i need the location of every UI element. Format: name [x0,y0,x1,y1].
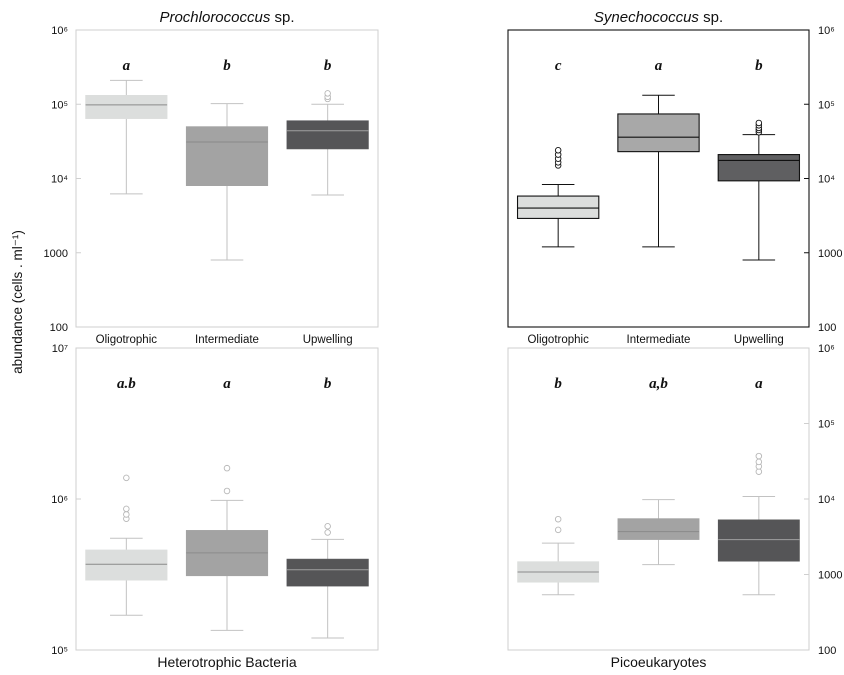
outlier-point [755,119,763,127]
box-iqr [717,519,800,562]
y-tick-label: 100 [50,322,68,334]
chart-panel-2: 100 1000 10⁴ 10⁵ 10⁶ Synechococcus sp. c Oligot… [507,9,842,346]
outlier-point [324,90,331,97]
box-3: b Upwelling [717,58,801,346]
outlier-point [554,526,562,534]
outlier-point [123,474,130,482]
y-tick-label: 10⁴ [818,494,835,506]
outlier-point [123,511,130,518]
significance-letter: b [755,58,763,74]
outlier-point [324,522,331,530]
significance-letter: a [223,376,231,392]
box-1: a Oligotrophic [85,58,168,346]
box-iqr [516,195,600,219]
box-iqr [286,120,369,150]
box-3: b [286,376,369,639]
y-tick-label: 10⁵ [51,645,68,657]
panels: 100 1000 10⁴ 10⁵ 10⁶ Prochlorococcus sp. a Olig… [44,9,843,670]
outlier-point [324,529,331,536]
box-iqr [85,549,168,581]
box-1: c Oligotrophic [516,58,600,346]
chart-panel-4: 100 1000 10⁴ 10⁵ 10⁶ Picoeukaryotes b a,b a [507,343,842,670]
outlier-point [554,147,562,154]
y-tick-label: 100 [818,322,836,334]
x-axis-label: Picoeukaryotes [611,654,707,670]
outlier-point [755,468,763,475]
y-tick-label: 100 [818,645,836,657]
significance-letter: a [123,58,131,74]
outlier-point [755,458,763,466]
significance-letter: a,b [649,376,668,392]
box-iqr [85,94,168,119]
y-tick-label: 10⁶ [51,494,68,506]
box-iqr [717,154,801,182]
outlier-point [123,505,130,513]
outlier-point [554,515,562,523]
category-label: Intermediate [195,334,259,346]
significance-letter: b [324,376,332,392]
y-tick-label: 1000 [44,248,68,260]
box-2: a [185,376,269,631]
y-tick-label: 10⁶ [818,343,835,355]
y-tick-label: 10⁴ [818,174,835,186]
category-label: Upwelling [734,334,784,346]
category-label: Upwelling [303,334,353,346]
plot-frame [507,347,810,651]
category-label: Oligotrophic [527,334,589,346]
box-2: a Intermediate [617,58,700,346]
box-2: b Intermediate [185,58,269,346]
outlier-point [755,452,763,460]
significance-letter: a [655,58,663,74]
x-axis-label: Heterotrophic Bacteria [157,654,297,670]
y-tick-label: 10⁷ [52,343,68,355]
y-tick-label: 10⁵ [51,99,68,111]
outlier-point [223,464,231,472]
category-label: Oligotrophic [96,334,158,346]
box-iqr [617,518,700,540]
y-axis-label: abundance (cells . ml⁻¹) [10,230,25,374]
y-tick-label: 10⁶ [51,25,68,37]
significance-letter: a [755,376,763,392]
chart-panel-1: 100 1000 10⁴ 10⁵ 10⁶ Prochlorococcus sp. a Olig… [44,9,379,346]
box-iqr [286,558,369,587]
y-tick-label: 10⁶ [818,25,835,37]
box-2: a,b [617,376,700,566]
y-tick-label: 1000 [818,248,842,260]
panel-title: Prochlorococcus sp. [159,9,294,26]
significance-letter: b [324,58,332,74]
y-tick-label: 10⁴ [51,174,68,186]
y-tick-label: 1000 [818,570,842,582]
significance-letter: c [555,58,562,74]
y-tick-label: 10⁵ [818,419,835,431]
box-3: a [717,376,800,596]
significance-letter: b [554,376,562,392]
box-1: a.b [85,376,168,616]
box-iqr [617,113,700,153]
panel-title: Synechococcus sp. [594,9,723,26]
box-iqr [185,126,269,186]
box-1: b [517,376,600,596]
y-tick-label: 10⁵ [818,99,835,111]
significance-letter: b [223,58,231,74]
box-3: b Upwelling [286,58,369,346]
outlier-point [223,487,231,495]
significance-letter: a.b [117,376,136,392]
chart-panel-3: 10⁵ 10⁶ 10⁷ Heterotrophic Bacteria a.b a b [51,343,379,670]
category-label: Intermediate [627,334,691,346]
